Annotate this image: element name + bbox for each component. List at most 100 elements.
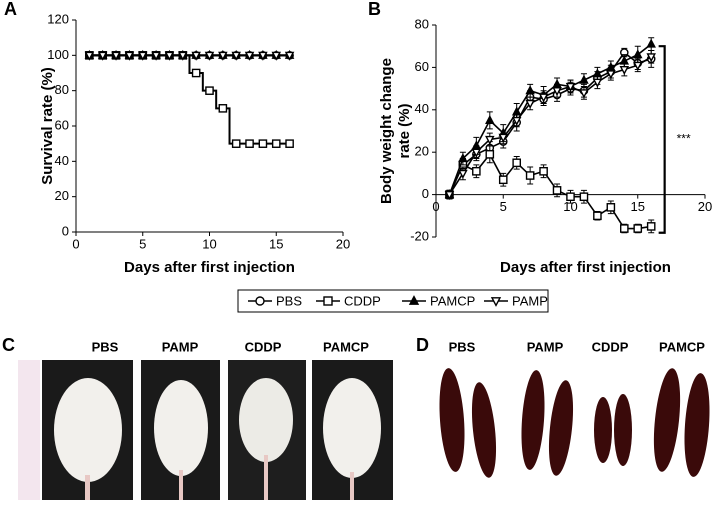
marker (471, 148, 482, 158)
panel-label: D (416, 335, 429, 355)
marker (525, 85, 535, 95)
y-tick-label: 80 (55, 82, 69, 97)
y-axis-title: Body weight change (378, 58, 395, 204)
x-tick-label: 15 (631, 199, 645, 214)
x-axis-title: Days after first injection (500, 259, 671, 276)
marker (204, 51, 215, 61)
marker (552, 87, 562, 97)
marker (97, 51, 108, 61)
marker (84, 51, 95, 61)
marker (579, 89, 589, 99)
y-tick-label: 0 (62, 223, 69, 238)
significance-bracket (658, 45, 666, 234)
marker (111, 51, 121, 61)
marker (191, 68, 201, 78)
photo-label: PBS (449, 339, 476, 354)
panel-label: B (368, 0, 381, 19)
marker (284, 51, 295, 61)
photo-label: PAMP (527, 339, 564, 354)
marker (498, 133, 509, 143)
marker (498, 175, 508, 185)
marker (646, 38, 656, 48)
marker (244, 51, 255, 61)
marker (164, 51, 175, 61)
marker (579, 74, 589, 84)
marker (485, 150, 495, 159)
photo-label: PBS (92, 339, 119, 354)
marker (458, 153, 468, 163)
marker (538, 93, 549, 103)
x-tick-label: 0 (72, 236, 79, 251)
photo-label: CDDP (592, 339, 629, 354)
marker (646, 53, 656, 63)
marker (525, 171, 535, 180)
marker (592, 78, 603, 88)
marker (323, 296, 333, 306)
marker (218, 51, 228, 61)
marker (245, 139, 254, 148)
marker (205, 86, 214, 95)
marker (191, 51, 201, 61)
marker (285, 139, 294, 148)
marker (606, 70, 616, 80)
series-line (448, 43, 652, 195)
marker (632, 61, 643, 71)
x-tick-label: 10 (563, 199, 577, 214)
x-tick-label: 5 (139, 236, 146, 251)
x-tick-label: 0 (432, 199, 439, 214)
panel-label: C (2, 335, 15, 355)
series-line (89, 54, 290, 145)
marker (151, 51, 161, 61)
y-tick-label: -20 (410, 228, 429, 243)
spleen-photo (439, 368, 710, 478)
y-tick-label: 20 (55, 188, 69, 203)
marker (593, 211, 602, 221)
y-tick-label: 40 (415, 101, 429, 116)
marker (271, 51, 282, 61)
marker (178, 51, 188, 61)
marker (258, 139, 268, 148)
y-tick-label: 80 (415, 16, 429, 31)
ruler (18, 360, 40, 500)
marker (137, 51, 148, 61)
photo-label: PAMP (162, 339, 199, 354)
marker (485, 114, 495, 124)
marker (565, 82, 576, 92)
photo-label: PAMCP (659, 339, 705, 354)
marker (566, 192, 575, 202)
y-tick-label: 0 (422, 186, 429, 201)
x-axis-title: Days after first injection (124, 259, 295, 276)
photo (42, 360, 393, 500)
marker (218, 104, 228, 113)
marker (255, 296, 265, 306)
marker (271, 139, 281, 148)
marker (444, 191, 455, 201)
x-tick-label: 20 (336, 236, 350, 251)
marker (458, 169, 468, 179)
marker (231, 139, 241, 148)
marker (632, 49, 643, 59)
y-axis-title: Survival rate (%) (39, 67, 56, 185)
marker (485, 135, 495, 145)
series-line (448, 51, 652, 195)
marker (619, 65, 630, 75)
marker (258, 51, 268, 61)
panel-label: A (4, 0, 17, 19)
x-tick-label: 10 (202, 236, 216, 251)
marker (633, 224, 643, 233)
marker (646, 222, 656, 231)
marker (512, 158, 521, 168)
legend-label: PBS (276, 293, 302, 308)
marker (124, 51, 135, 61)
marker (511, 116, 522, 126)
marker (579, 192, 589, 202)
legend-label: PAMCP (430, 293, 475, 308)
marker (620, 224, 629, 233)
photo-label: PAMCP (323, 339, 369, 354)
marker (539, 166, 548, 176)
legend-label: PAMP (512, 293, 548, 308)
marker (525, 99, 535, 109)
y-tick-label: 60 (415, 59, 429, 74)
